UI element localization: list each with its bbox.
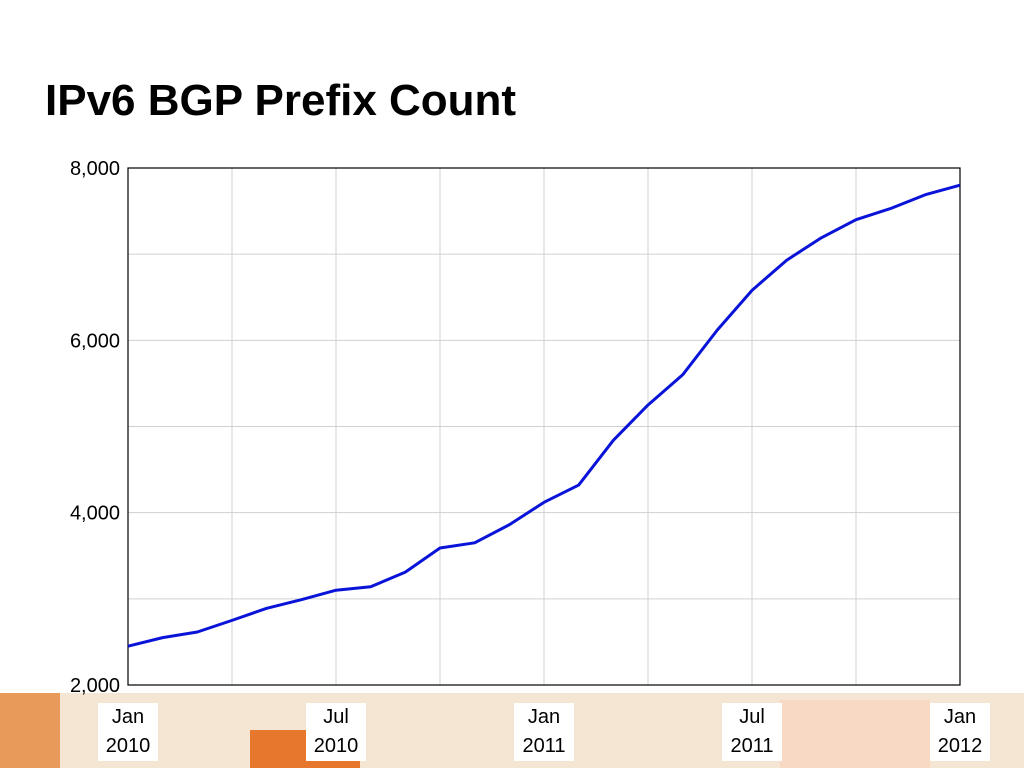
y-tick-label: 6,000 xyxy=(70,330,120,352)
x-tick-label: Jul 2011 xyxy=(722,703,782,761)
y-tick-label: 2,000 xyxy=(70,675,120,697)
footer-art xyxy=(0,693,60,768)
x-tick-label: Jul 2010 xyxy=(306,703,366,761)
data-line xyxy=(127,183,961,648)
plot-frame xyxy=(127,167,961,686)
y-tick-label: 4,000 xyxy=(70,503,120,525)
x-tick-label: Jan 2012 xyxy=(930,703,990,761)
footer-art xyxy=(780,700,930,768)
x-tick-label: Jan 2011 xyxy=(514,703,574,761)
chart-title: IPv6 BGP Prefix Count xyxy=(45,76,516,125)
y-tick-label: 8,000 xyxy=(70,158,120,180)
x-tick-label: Jan 2010 xyxy=(98,703,158,761)
